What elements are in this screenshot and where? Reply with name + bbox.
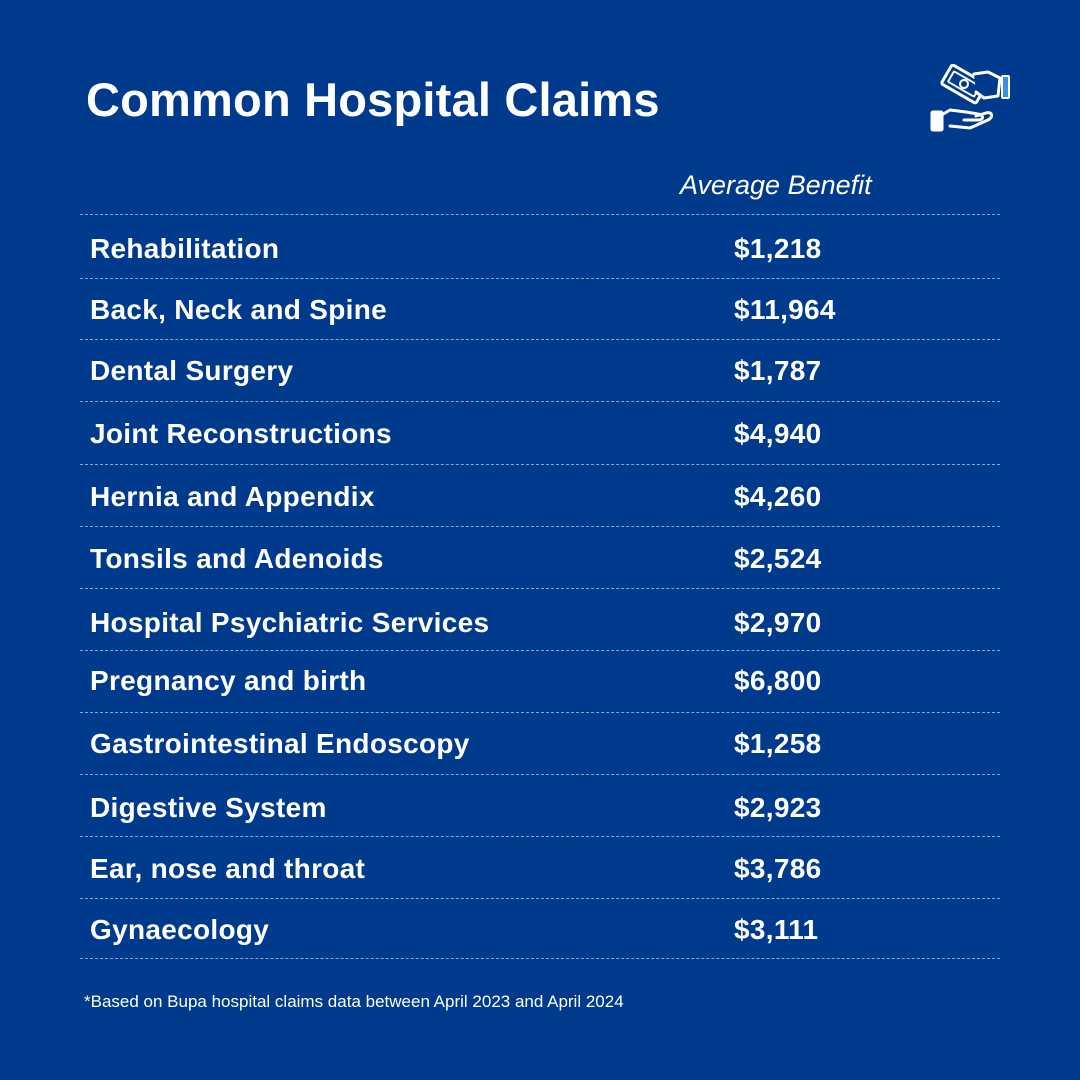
- claim-category: Back, Neck and Spine: [90, 294, 388, 325]
- row-divider: [80, 650, 1000, 651]
- average-benefit-value: $1,218: [734, 233, 822, 264]
- claim-category: Gastrointestinal Endoscopy: [90, 728, 470, 759]
- row-divider: [80, 836, 1000, 837]
- table-row: Gastrointestinal Endoscopy $1,258: [80, 724, 1000, 764]
- average-benefit-value: $1,787: [734, 355, 822, 386]
- table-row: Hernia and Appendix $4,260: [80, 477, 1000, 517]
- average-benefit-value: $1,258: [734, 728, 822, 759]
- row-divider: [80, 588, 1000, 589]
- average-benefit-value: $2,524: [734, 543, 822, 574]
- average-benefit-value: $2,970: [734, 607, 822, 638]
- claim-category: Ear, nose and throat: [90, 853, 366, 884]
- claims-table: Rehabilitation $1,218 Back, Neck and Spine…: [80, 0, 1000, 1080]
- row-divider: [80, 278, 1000, 279]
- row-divider: [80, 712, 1000, 713]
- claim-category: Digestive System: [90, 792, 327, 823]
- average-benefit-value: $3,786: [734, 853, 822, 884]
- average-benefit-value: $11,964: [734, 294, 836, 325]
- table-row: Tonsils and Adenoids $2,524: [80, 539, 1000, 579]
- row-divider: [80, 401, 1000, 402]
- table-row: Gynaecology $3,111: [80, 910, 1000, 950]
- row-divider: [80, 464, 1000, 465]
- claim-category: Gynaecology: [90, 914, 270, 945]
- claim-category: Pregnancy and birth: [90, 665, 367, 696]
- table-row: Rehabilitation $1,218: [80, 229, 1000, 269]
- money-in-hand-icon: [930, 64, 1010, 132]
- page-title: Common Hospital Claims: [86, 73, 660, 126]
- claim-category: Tonsils and Adenoids: [90, 543, 384, 574]
- table-row: Digestive System $2,923: [80, 788, 1000, 828]
- table-row: Pregnancy and birth $6,800: [80, 661, 1000, 701]
- table-row: Dental Surgery $1,787: [80, 351, 1000, 391]
- header-divider: [80, 214, 1000, 215]
- footnote: *Based on Bupa hospital claims data betw…: [84, 992, 624, 1011]
- table-row: Back, Neck and Spine $11,964: [80, 290, 1000, 330]
- row-divider: [80, 774, 1000, 775]
- average-benefit-value: $3,111: [734, 914, 819, 945]
- table-row: Hospital Psychiatric Services $2,970: [80, 603, 1000, 643]
- claim-category: Hernia and Appendix: [90, 481, 375, 512]
- average-benefit-value: $2,923: [734, 792, 822, 823]
- table-row: Joint Reconstructions $4,940: [80, 414, 1000, 454]
- average-benefit-value: $6,800: [734, 665, 822, 696]
- row-divider: [80, 339, 1000, 340]
- claim-category: Dental Surgery: [90, 355, 294, 386]
- column-header-average-benefit: Average Benefit: [680, 170, 872, 200]
- row-divider: [80, 898, 1000, 899]
- claim-category: Joint Reconstructions: [90, 418, 392, 449]
- claim-category: Hospital Psychiatric Services: [90, 607, 490, 638]
- row-divider: [80, 526, 1000, 527]
- average-benefit-value: $4,940: [734, 418, 822, 449]
- claim-category: Rehabilitation: [90, 233, 280, 264]
- row-divider: [80, 958, 1000, 959]
- average-benefit-value: $4,260: [734, 481, 822, 512]
- table-row: Ear, nose and throat $3,786: [80, 849, 1000, 889]
